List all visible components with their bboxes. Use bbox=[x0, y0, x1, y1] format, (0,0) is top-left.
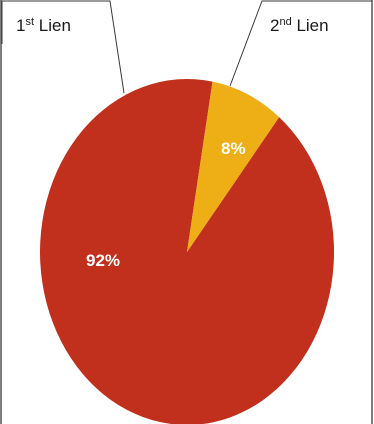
legend-label-1st-sup: st bbox=[25, 16, 34, 28]
legend-label-1st-lien: 1st Lien bbox=[16, 16, 71, 35]
legend-label-1st-rest: Lien bbox=[34, 16, 71, 35]
legend-label-1st-main: 1 bbox=[16, 16, 25, 35]
legend-label-2nd-main: 2 bbox=[270, 16, 279, 35]
legend-label-2nd-lien: 2nd Lien bbox=[270, 16, 329, 35]
pie-slice-1st-lien bbox=[40, 79, 334, 424]
legend-label-2nd-sup: nd bbox=[279, 16, 291, 28]
leader-line-1st-lien bbox=[1, 0, 125, 94]
data-label-92-percent: 92% bbox=[86, 251, 120, 270]
legend-label-2nd-rest: Lien bbox=[292, 16, 329, 35]
pie-slices bbox=[40, 79, 334, 424]
data-label-8-percent: 8% bbox=[221, 139, 246, 158]
pie-slice-2nd-lien bbox=[187, 81, 280, 252]
leader-line-2nd-lien bbox=[229, 0, 372, 87]
